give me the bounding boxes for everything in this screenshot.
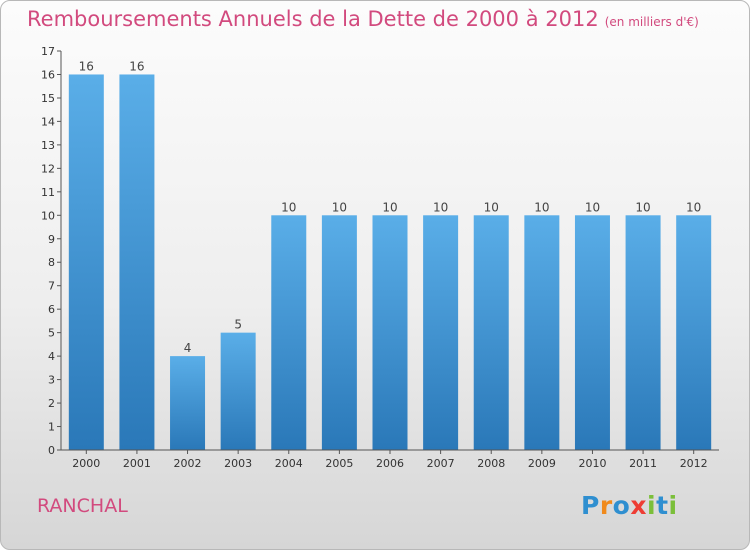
bar xyxy=(423,215,459,450)
data-label: 10 xyxy=(281,200,296,214)
y-tick-label: 11 xyxy=(41,186,55,199)
logo-letter: i xyxy=(647,491,657,520)
logo-letter: t xyxy=(656,491,669,520)
y-tick-label: 16 xyxy=(41,68,55,81)
x-tick-label: 2006 xyxy=(376,457,404,470)
data-label: 10 xyxy=(635,200,650,214)
bars xyxy=(68,74,712,451)
x-axis: 2000 2001 2002 2003 2004 2005 2006 2007 2008 2009… xyxy=(61,449,719,470)
y-tick-label: 4 xyxy=(48,350,55,363)
data-label: 4 xyxy=(184,341,192,355)
bar xyxy=(372,215,408,450)
bar xyxy=(524,215,560,450)
data-label: 10 xyxy=(534,200,549,214)
data-label: 10 xyxy=(585,200,600,214)
x-tick-label: 2005 xyxy=(325,457,353,470)
y-tick-label: 6 xyxy=(48,303,55,316)
data-label: 10 xyxy=(686,200,701,214)
y-tick-label: 10 xyxy=(41,209,55,222)
y-tick-label: 5 xyxy=(48,327,55,340)
data-label: 10 xyxy=(382,200,397,214)
x-tick-label: 2007 xyxy=(427,457,455,470)
bar xyxy=(220,332,256,450)
x-tick-label: 2002 xyxy=(174,457,202,470)
y-tick-label: 8 xyxy=(48,256,55,269)
x-tick-label: 2012 xyxy=(680,457,708,470)
y-tick-label: 3 xyxy=(48,374,55,387)
data-label: 16 xyxy=(79,59,94,73)
logo-letter: x xyxy=(630,491,647,520)
bar xyxy=(676,215,712,450)
chart-title: Remboursements Annuels de la Dette de 20… xyxy=(27,7,699,31)
data-label: 10 xyxy=(332,200,347,214)
data-label: 10 xyxy=(484,200,499,214)
x-tick-label: 2008 xyxy=(477,457,505,470)
x-tick-label: 2001 xyxy=(123,457,151,470)
chart-unit: (en milliers d'€) xyxy=(604,15,699,29)
commune-name: RANCHAL xyxy=(37,495,128,517)
proxiti-logo: Proxiti xyxy=(581,491,678,520)
logo-letter: i xyxy=(668,491,678,520)
y-tick-label: 1 xyxy=(48,421,55,434)
y-tick-label: 13 xyxy=(41,139,55,152)
value-labels: 16 16 4 5 10 10 10 10 10 10 10 10 10 xyxy=(79,59,702,355)
bar xyxy=(170,356,206,450)
y-tick-label: 0 xyxy=(48,444,55,457)
y-tick-label: 17 xyxy=(41,45,55,58)
bar xyxy=(119,74,155,451)
x-tick-label: 2010 xyxy=(578,457,606,470)
chart-title-text: Remboursements Annuels de la Dette de 20… xyxy=(27,7,599,31)
logo-letter: P xyxy=(581,491,600,520)
y-tick-label: 9 xyxy=(48,233,55,246)
x-tick-label: 2000 xyxy=(72,457,100,470)
logo-letter: r xyxy=(599,491,613,520)
x-tick-label: 2011 xyxy=(629,457,657,470)
logo-letter: o xyxy=(612,491,631,520)
bar xyxy=(625,215,661,450)
data-label: 5 xyxy=(234,318,242,332)
data-label: 10 xyxy=(433,200,448,214)
bar xyxy=(473,215,509,450)
bar xyxy=(271,215,307,450)
y-tick-label: 15 xyxy=(41,92,55,105)
y-tick-label: 2 xyxy=(48,397,55,410)
y-tick-label: 12 xyxy=(41,162,55,175)
y-tick-label: 7 xyxy=(48,280,55,293)
bar xyxy=(68,74,104,451)
bar xyxy=(574,215,610,450)
x-tick-label: 2004 xyxy=(275,457,303,470)
data-label: 16 xyxy=(129,59,144,73)
x-tick-label: 2009 xyxy=(528,457,556,470)
y-tick-label: 14 xyxy=(41,115,55,128)
bar xyxy=(321,215,357,450)
x-tick-label: 2003 xyxy=(224,457,252,470)
